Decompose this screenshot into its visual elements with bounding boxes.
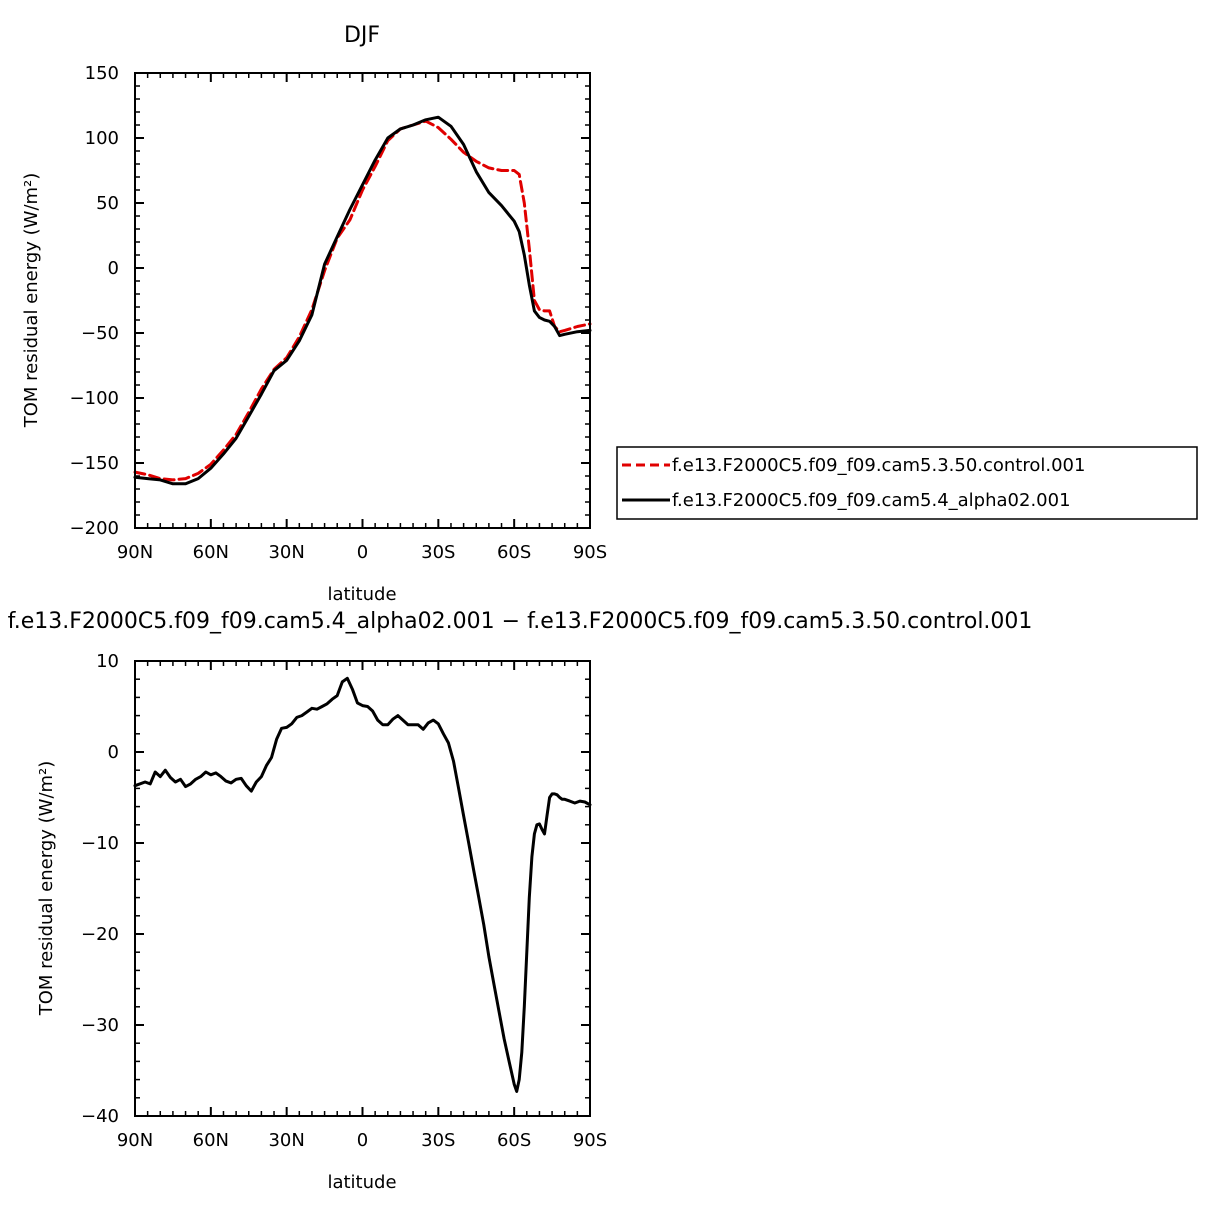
top-y-tick-label: 50 [96, 193, 119, 214]
top-series-line-0 [133, 119, 592, 482]
bottom-x-tick-label: 60S [497, 1130, 531, 1151]
top-y-tick-label: 150 [85, 63, 119, 84]
bottom-y-tick-label: −20 [81, 924, 119, 945]
top-y-tick-label: −200 [70, 518, 119, 539]
bottom-series-line-0 [133, 676, 592, 1093]
bottom-y-tick-label: −30 [81, 1015, 119, 1036]
top-y-tick-label: −100 [70, 388, 119, 409]
bottom-y-tick-label: −40 [81, 1106, 119, 1127]
bottom-x-tick-label: 30N [268, 1130, 304, 1151]
legend-label-control: f.e13.F2000C5.f09_f09.cam5.3.50.control.… [672, 455, 1085, 476]
bottom-plot-title: f.e13.F2000C5.f09_f09.cam5.4_alpha02.001… [8, 609, 1033, 634]
bottom-series-lines [133, 676, 592, 1093]
bottom-x-tick-label: 90S [573, 1130, 607, 1151]
bottom-y-axis-title: TOM residual energy (W/m²) [36, 761, 57, 1017]
bottom-y-tick-label: −10 [81, 833, 119, 854]
top-y-tick-label: −50 [81, 323, 119, 344]
legend-box [616, 446, 1198, 520]
top-x-tick-label: 90N [117, 542, 153, 563]
top-y-axis-title: TOM residual energy (W/m²) [21, 173, 42, 429]
top-x-tick-label: 30S [421, 542, 455, 563]
top-plot-title: DJF [344, 23, 380, 48]
top-x-tick-label: 60N [193, 542, 229, 563]
top-x-tick-label: 30N [268, 542, 304, 563]
bottom-y-tick-label: 0 [108, 742, 119, 763]
bottom-x-tick-label: 0 [357, 1130, 368, 1151]
bottom-panel: f.e13.F2000C5.f09_f09.cam5.4_alpha02.001… [8, 609, 1033, 1193]
top-x-tick-label: 60S [497, 542, 531, 563]
bottom-x-tick-label: 60N [193, 1130, 229, 1151]
bottom-y-tick-label: 10 [96, 651, 119, 672]
top-x-axis-title: latitude [327, 584, 396, 605]
bottom-plot-frame [134, 660, 591, 1117]
top-x-tick-label: 0 [357, 542, 368, 563]
top-y-tick-label: 100 [85, 128, 119, 149]
top-series-line-1 [133, 115, 592, 486]
top-x-tick-label: 90S [573, 542, 607, 563]
legend-label-alpha02: f.e13.F2000C5.f09_f09.cam5.4_alpha02.001 [672, 490, 1071, 511]
top-plot-frame [134, 72, 591, 529]
top-y-tick-label: −150 [70, 453, 119, 474]
top-legend: f.e13.F2000C5.f09_f09.cam5.3.50.control.… [616, 446, 1198, 520]
top-panel: DJF 90N 60N 30N 0 30S 60S 90S −200 −150 −100 −50 0 5… [21, 23, 1198, 605]
bottom-x-tick-label: 30S [421, 1130, 455, 1151]
top-y-tick-label: 0 [108, 258, 119, 279]
bottom-x-tick-label: 90N [117, 1130, 153, 1151]
bottom-x-axis-title: latitude [327, 1172, 396, 1193]
top-series-lines [133, 115, 592, 486]
top-axis-ticks: 90N 60N 30N 0 30S 60S 90S −200 −150 −100 −50 0 50 100… [70, 63, 608, 563]
